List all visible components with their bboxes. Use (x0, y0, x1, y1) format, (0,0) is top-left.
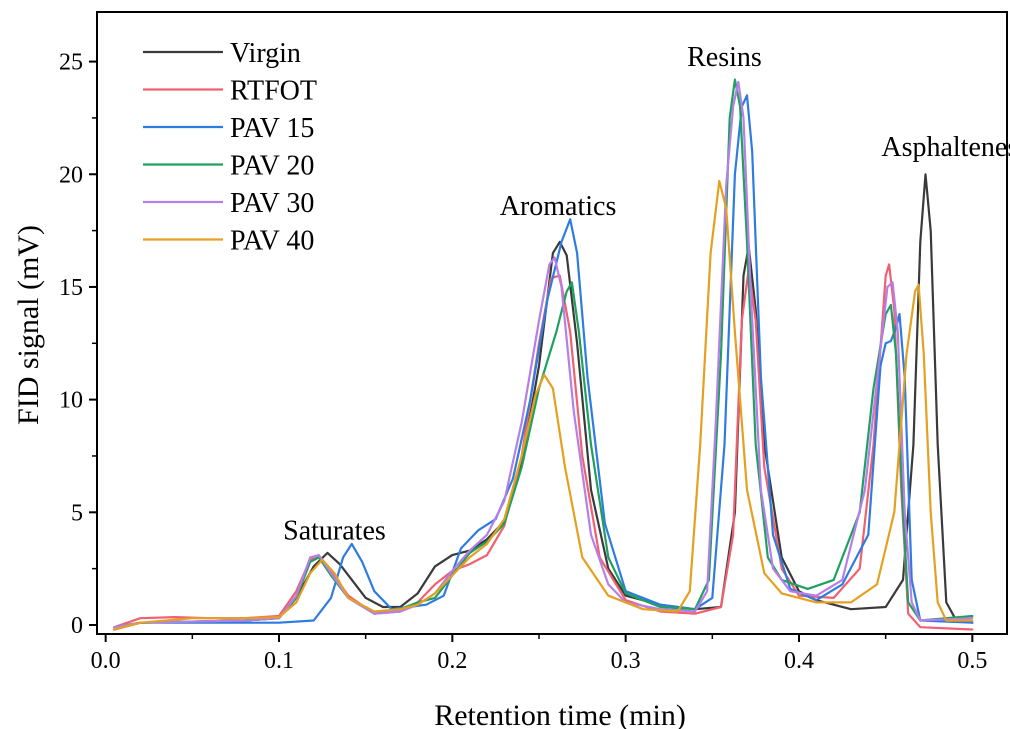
x-tick-label: 0.2 (437, 648, 467, 674)
legend-label: PAV 30 (230, 188, 314, 219)
legend-label: RTFOT (230, 76, 317, 107)
x-axis-title: Retention time (min) (434, 699, 686, 729)
y-tick-label: 5 (71, 500, 83, 526)
peak-annotations: Saturates Aromatics Resins Asphaltenes (283, 42, 1010, 546)
x-tick-label: 0.4 (784, 648, 814, 674)
y-tick-label: 25 (59, 50, 83, 76)
legend-label: PAV 15 (230, 113, 314, 144)
annotation-saturates: Saturates (283, 515, 386, 546)
legend: Virgin RTFOT PAV 15 PAV 20 PAV 30 PAV 40 (143, 38, 317, 257)
y-tick-label: 0 (71, 613, 83, 639)
y-axis-title: FID signal (mV) (12, 225, 45, 425)
legend-label: PAV 20 (230, 151, 314, 182)
series-line-pav-30 (113, 80, 974, 629)
legend-label: PAV 40 (230, 226, 314, 257)
series-line-pav-40 (113, 179, 974, 631)
series-lines (113, 78, 974, 631)
x-tick-label: 0.1 (264, 648, 294, 674)
annotation-resins: Resins (687, 42, 762, 73)
annotation-asphaltenes: Asphaltenes (881, 132, 1010, 163)
y-axis-ticks: 0 5 10 15 20 25 (59, 50, 97, 639)
x-tick-label: 0.5 (957, 648, 987, 674)
y-tick-label: 10 (59, 388, 83, 414)
x-tick-label: 0.0 (91, 648, 121, 674)
series-line-virgin (113, 173, 974, 631)
legend-label: Virgin (230, 38, 301, 69)
plot-frame (96, 11, 1008, 635)
x-tick-label: 0.3 (611, 648, 641, 674)
y-tick-label: 15 (59, 275, 83, 301)
series-line-pav-15 (113, 94, 974, 629)
y-tick-label: 20 (59, 162, 83, 188)
annotation-aromatics: Aromatics (500, 191, 617, 222)
x-axis-ticks: 0.0 0.1 0.2 0.3 0.4 0.5 (91, 634, 987, 674)
